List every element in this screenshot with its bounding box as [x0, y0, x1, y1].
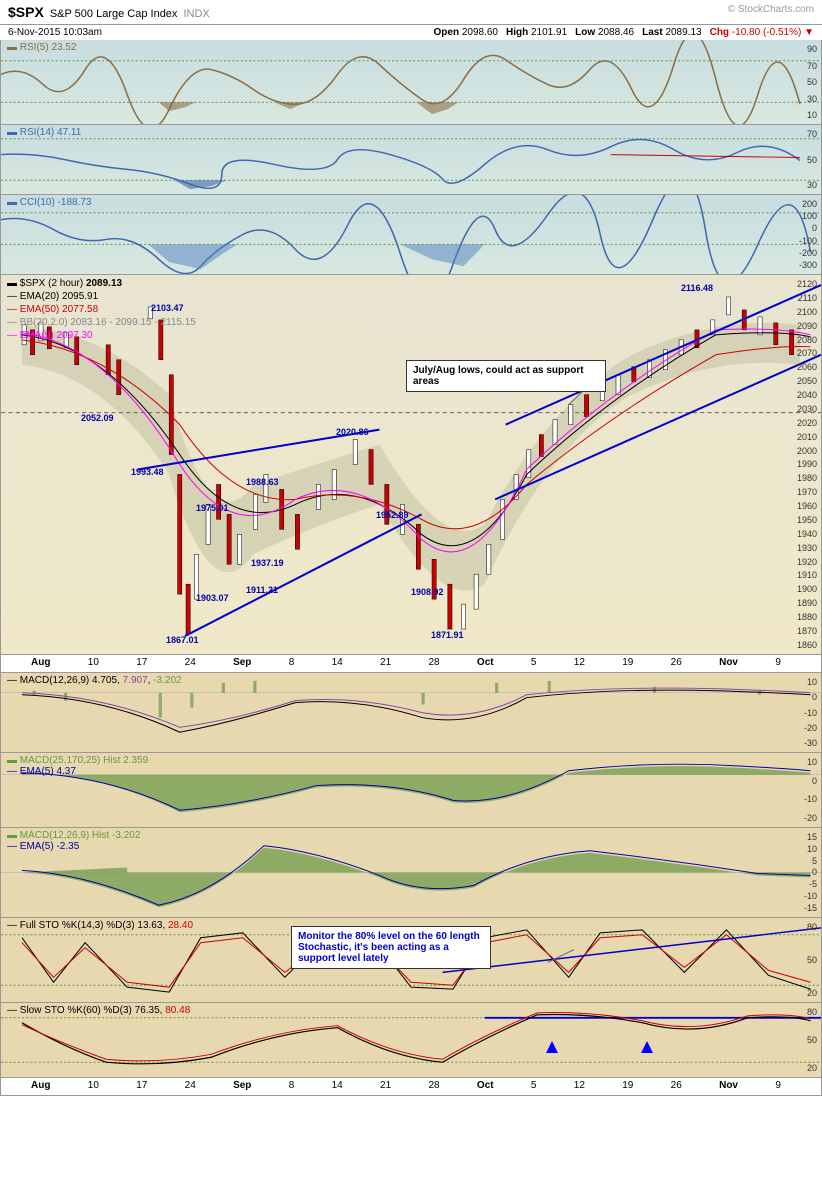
rsi14-panel: ▬ RSI(14) 47.11 705030 — [0, 125, 822, 195]
ticker-symbol: $SPX — [8, 4, 44, 20]
cci10-chart — [1, 195, 821, 274]
price-panel: ▬ $SPX (2 hour) 2089.13 — EMA(20) 2095.9… — [0, 275, 822, 655]
chart-header: $SPX S&P 500 Large Cap Index INDX © Stoc… — [0, 0, 822, 25]
source-label: © StockCharts.com — [728, 4, 814, 20]
index-name: S&P 500 Large Cap Index — [50, 8, 178, 20]
arrow-icon — [641, 1041, 653, 1053]
cci10-panel: ▬ CCI(10) -188.73 2001000-100-200-300 — [0, 195, 822, 275]
index-type: INDX — [183, 8, 209, 20]
annotation-sto: Monitor the 80% level on the 60 length S… — [291, 926, 491, 969]
arrow-icon — [546, 1041, 558, 1053]
x-axis-bottom: Aug101724Sep8142128Oct5121926Nov9 — [0, 1078, 822, 1096]
annotation-main: July/Aug lows, could act as support area… — [406, 360, 606, 392]
chart-date: 6-Nov-2015 10:03am — [8, 27, 102, 38]
rsi14-chart — [1, 125, 821, 194]
macd3-panel: ▬ MACD(12,26,9) Hist -3.202— EMA(5) -2.3… — [0, 828, 822, 918]
stock-chart: $SPX S&P 500 Large Cap Index INDX © Stoc… — [0, 0, 822, 1096]
macd2-panel: ▬ MACD(25,170,25) Hist 2.359— EMA(5) 4.3… — [0, 753, 822, 828]
rsi5-panel: ▬ RSI(5) 23.52 9070503010 — [0, 40, 822, 125]
quote-bar: 6-Nov-2015 10:03am Open 2098.60 High 210… — [0, 25, 822, 40]
sto2-panel: — Slow STO %K(60) %D(3) 76.35, 80.48 805… — [0, 1003, 822, 1078]
rsi5-chart — [1, 40, 821, 124]
x-axis-main: Aug101724Sep8142128Oct5121926Nov9 — [0, 655, 822, 673]
sto1-panel: — Full STO %K(14,3) %D(3) 13.63, 28.40 M… — [0, 918, 822, 1003]
macd1-panel: — MACD(12,26,9) 4.705, 7.907, -3.202 100… — [0, 673, 822, 753]
